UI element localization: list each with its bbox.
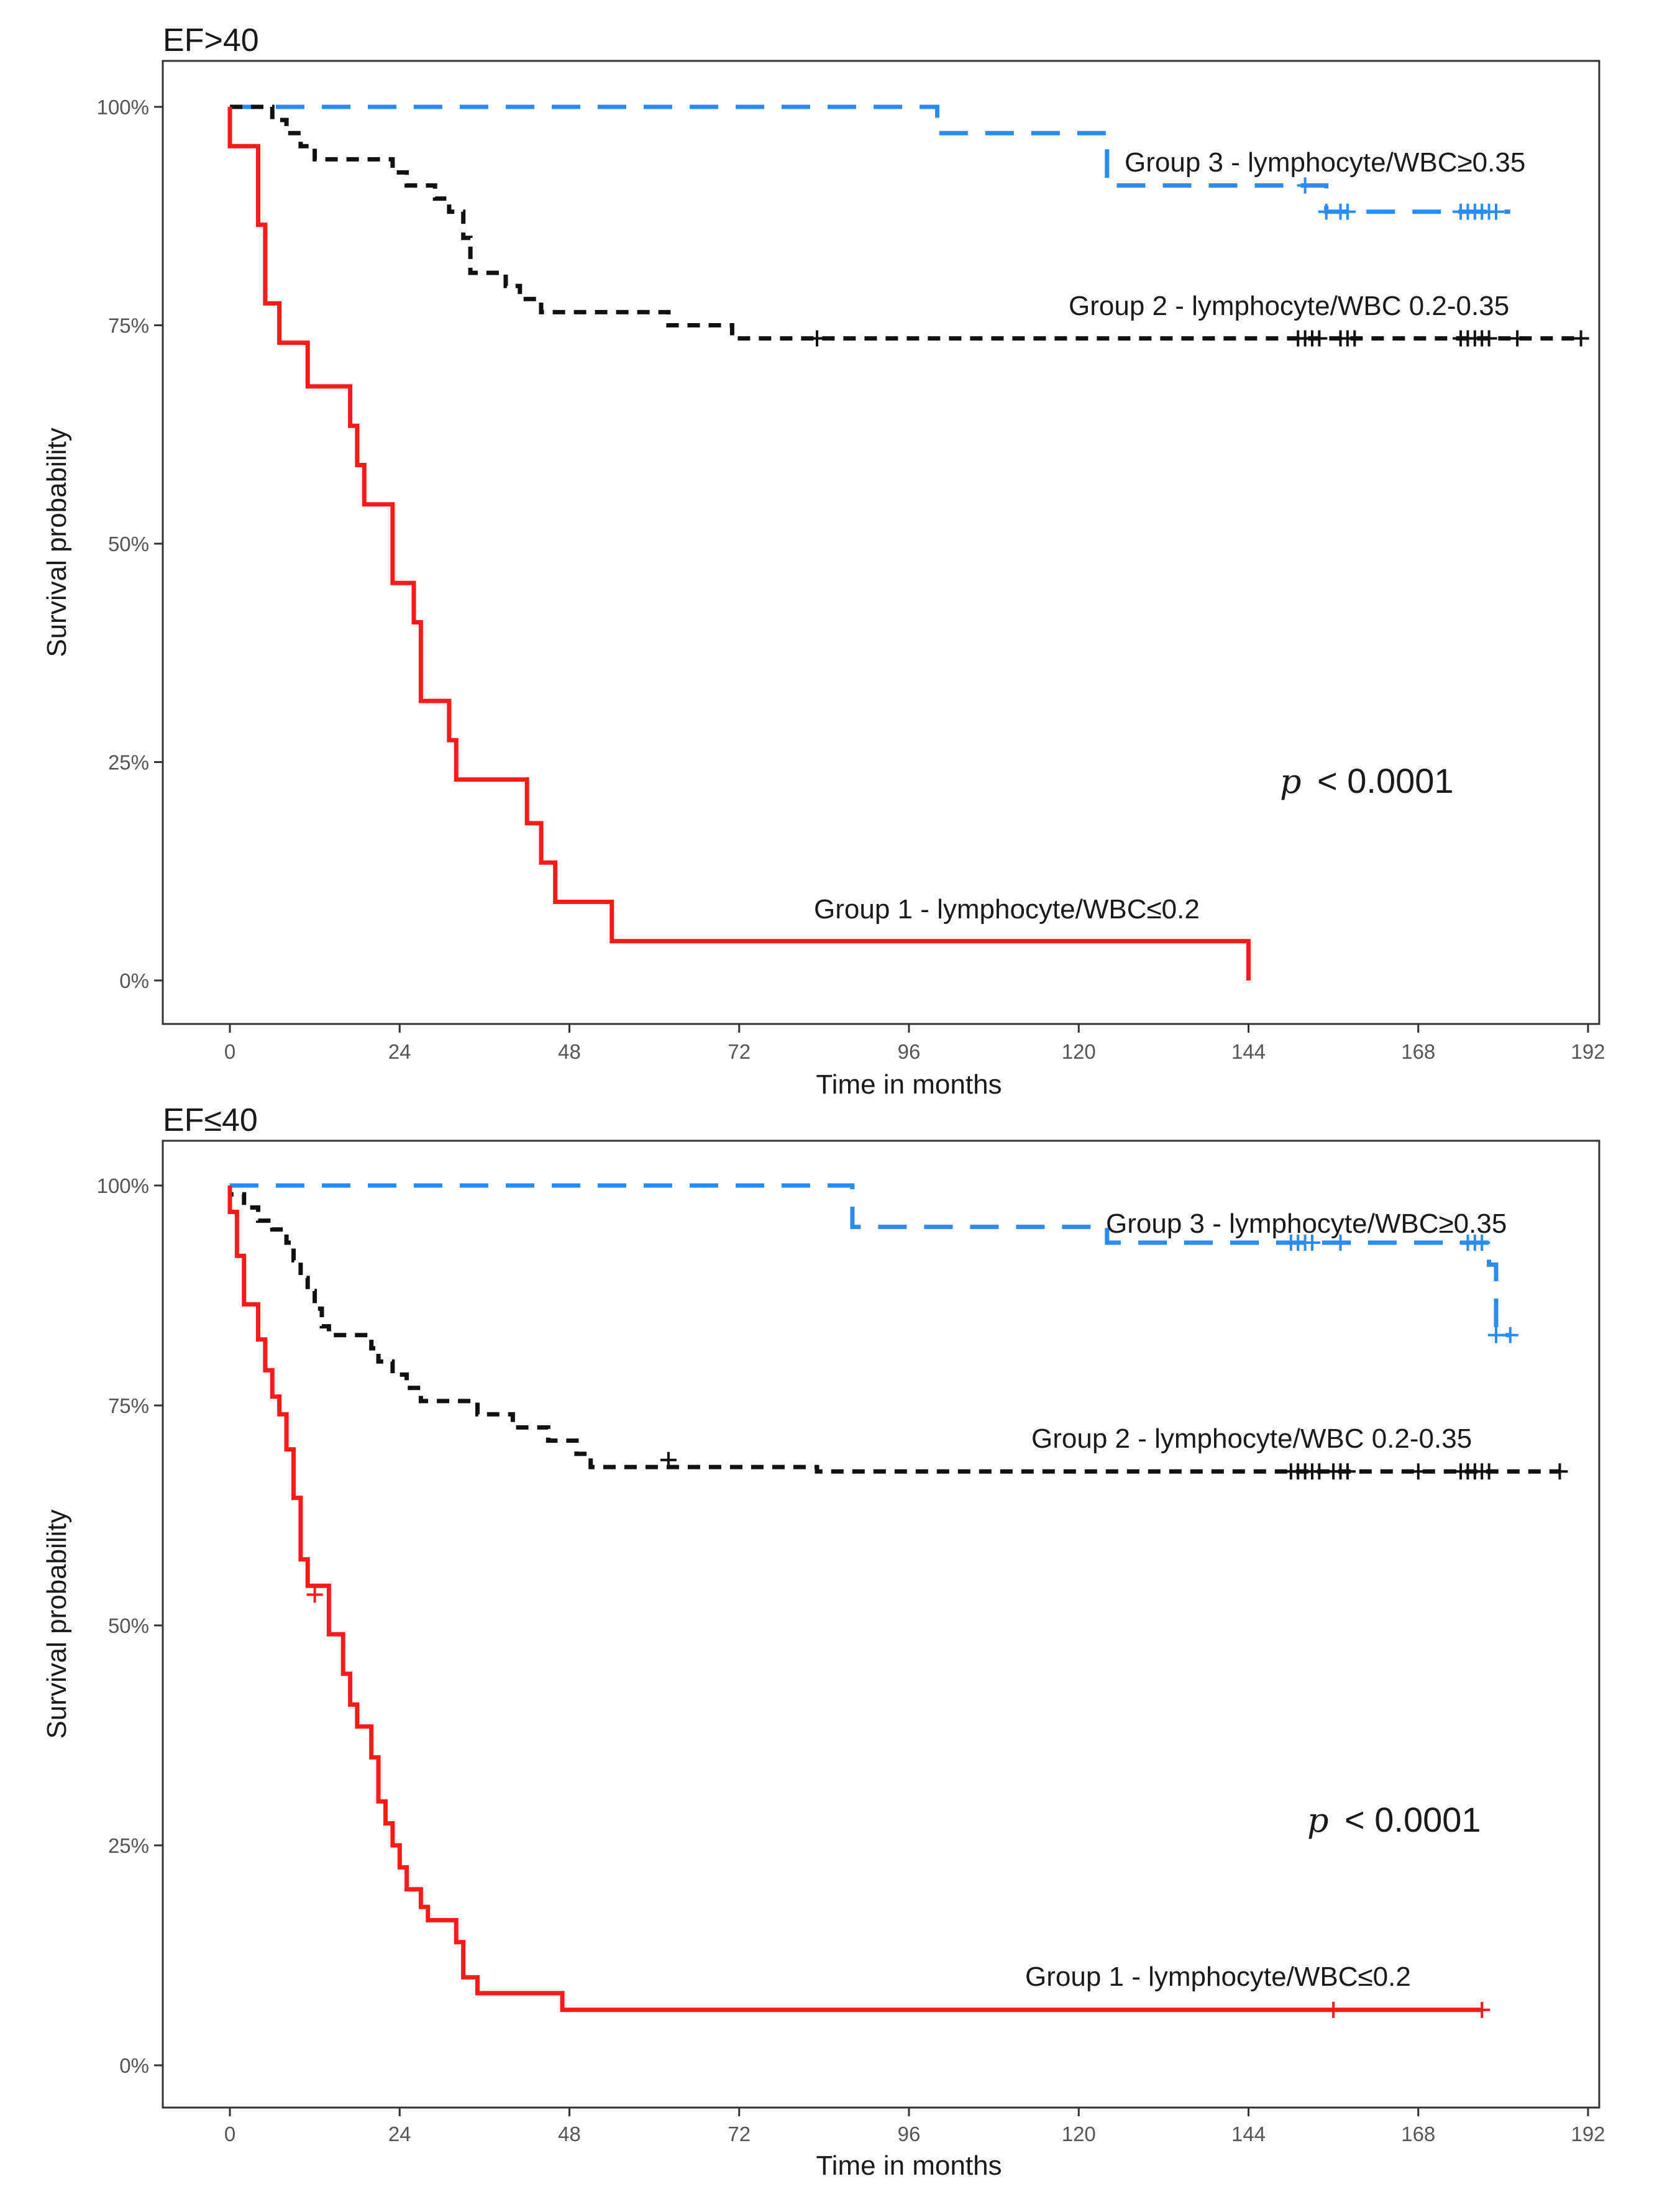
series-label: Group 1 - lymphocyte/WBC≤0.2 bbox=[1025, 1962, 1411, 1992]
x-tick-label: 72 bbox=[728, 2122, 751, 2145]
x-tick-label: 168 bbox=[1401, 2122, 1435, 2145]
y-tick-label: 25% bbox=[108, 751, 149, 774]
x-tick-label: 48 bbox=[558, 2122, 581, 2145]
x-tick-label: 120 bbox=[1062, 1040, 1096, 1063]
panel-ef-above-40: EF>40 0 24 48 72 96 120 144 168 192 0% 25% 50% 75% 100… bbox=[42, 22, 1605, 1100]
y-tick-label: 100% bbox=[97, 1174, 149, 1197]
series-group-3: Group 3 - lymphocyte/WBC≥0.35 bbox=[230, 1183, 1518, 1343]
x-tick-label: 0 bbox=[224, 1040, 235, 1063]
panel-title: EF>40 bbox=[163, 22, 259, 58]
plot-frame bbox=[162, 60, 1600, 1025]
survival-curve bbox=[230, 104, 1510, 214]
x-tick-label: 24 bbox=[388, 2122, 411, 2145]
x-tick-label: 144 bbox=[1231, 2122, 1266, 2145]
series-label: Group 3 - lymphocyte/WBC≥0.35 bbox=[1125, 147, 1525, 178]
y-tick-label: 25% bbox=[108, 1834, 149, 1857]
x-tick-label: 0 bbox=[224, 2122, 235, 2145]
y-tick-label: 50% bbox=[108, 1614, 149, 1637]
series-group-3: Group 3 - lymphocyte/WBC≥0.35 bbox=[230, 104, 1525, 220]
y-tick-label: 0% bbox=[119, 2054, 149, 2077]
x-tick-label: 120 bbox=[1062, 2122, 1096, 2145]
x-axis-title: Time in months bbox=[816, 1069, 1002, 1100]
y-tick-label: 75% bbox=[108, 314, 149, 337]
x-tick-label: 96 bbox=[898, 1040, 921, 1063]
p-value-symbol: p bbox=[1280, 762, 1302, 801]
plot-frame bbox=[162, 1140, 1600, 2109]
series-label: Group 1 - lymphocyte/WBC≤0.2 bbox=[814, 894, 1200, 925]
series-group-1: Group 1 - lymphocyte/WBC≤0.2 bbox=[227, 107, 1251, 980]
survival-curve bbox=[230, 104, 1581, 341]
x-tick-label: 144 bbox=[1231, 1040, 1266, 1063]
series-label: Group 2 - lymphocyte/WBC 0.2-0.35 bbox=[1031, 1423, 1472, 1454]
y-tick-label: 50% bbox=[108, 532, 149, 555]
survival-curve bbox=[227, 1186, 1560, 1474]
panel-title: EF≤40 bbox=[163, 1102, 258, 1138]
y-axis-title: Survival probability bbox=[42, 1509, 72, 1738]
x-tick-label: 96 bbox=[898, 2122, 921, 2145]
survival-curve bbox=[227, 1186, 1482, 2012]
p-value-symbol: p bbox=[1307, 1801, 1329, 1840]
y-tick-label: 75% bbox=[108, 1394, 149, 1417]
series-group-1: Group 1 - lymphocyte/WBC≤0.2 bbox=[227, 1186, 1491, 2018]
series-label: Group 3 - lymphocyte/WBC≥0.35 bbox=[1106, 1208, 1507, 1239]
x-axis-title: Time in months bbox=[816, 2150, 1002, 2181]
survival-curve bbox=[227, 107, 1251, 980]
x-tick-label: 24 bbox=[388, 1040, 411, 1063]
y-tick-label: 100% bbox=[97, 96, 149, 119]
y-tick-label: 0% bbox=[119, 969, 149, 992]
y-axis-title: Survival probability bbox=[42, 427, 72, 657]
p-value-text: < 0.0001 bbox=[1344, 1800, 1481, 1839]
series-label: Group 2 - lymphocyte/WBC 0.2-0.35 bbox=[1069, 291, 1509, 321]
x-tick-label: 192 bbox=[1571, 1040, 1605, 1063]
panel-ef-40-or-below: EF≤40 0 24 48 72 96 120 144 168 192 0% 25% 50% 75% 100… bbox=[42, 1102, 1605, 2181]
p-value-text: < 0.0001 bbox=[1317, 761, 1454, 800]
series-group-2: Group 2 - lymphocyte/WBC 0.2-0.35 bbox=[230, 104, 1589, 347]
series-group-2: Group 2 - lymphocyte/WBC 0.2-0.35 bbox=[227, 1186, 1568, 1480]
x-tick-label: 72 bbox=[728, 1040, 751, 1063]
x-tick-label: 168 bbox=[1401, 1040, 1435, 1063]
x-tick-label: 48 bbox=[558, 1040, 581, 1063]
x-tick-label: 192 bbox=[1571, 2122, 1605, 2145]
